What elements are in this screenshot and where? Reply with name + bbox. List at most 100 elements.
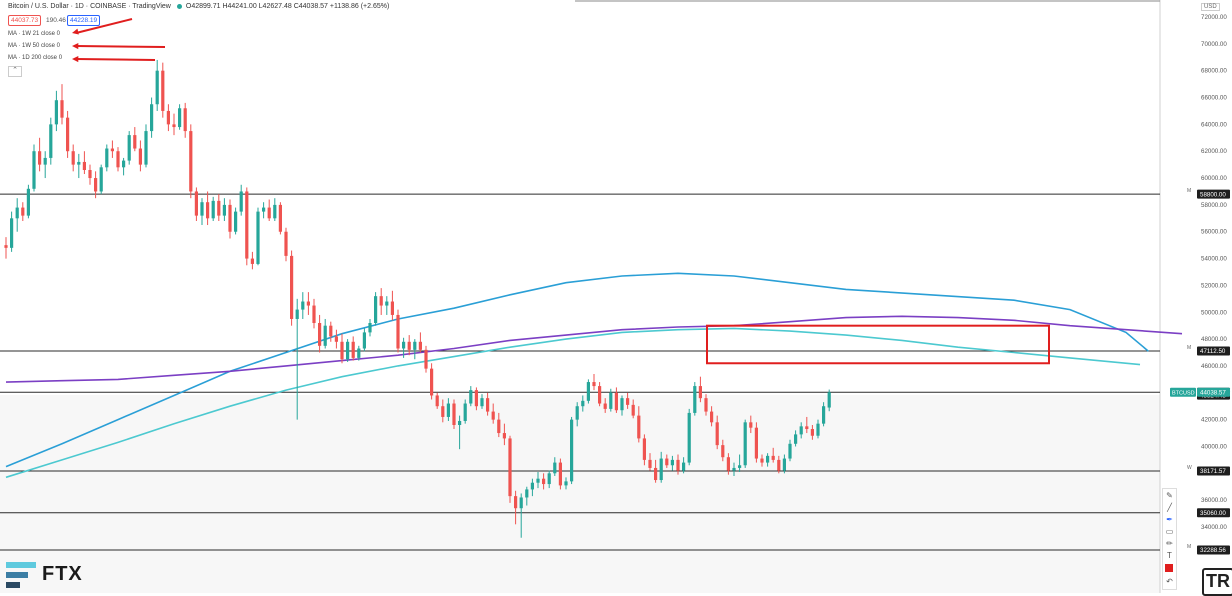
candle-up xyxy=(525,486,529,506)
y-tick-label: 56000.00 xyxy=(1201,229,1227,236)
candle-body xyxy=(760,458,764,463)
ask-price[interactable]: 44228.19 xyxy=(67,15,101,26)
candle-down xyxy=(502,423,506,446)
candle-body xyxy=(514,496,518,509)
candle-body xyxy=(698,386,702,399)
symbol-header[interactable]: Bitcoin / U.S. Dollar · 1D · COINBASE · … xyxy=(8,3,393,10)
bid-price[interactable]: 44037.73 xyxy=(8,15,42,26)
candle-body xyxy=(239,191,243,212)
candle-body xyxy=(155,70,159,105)
text-tool-icon[interactable]: T xyxy=(1167,551,1172,560)
candle-up xyxy=(273,198,277,221)
candle-body xyxy=(581,400,585,407)
candle-down xyxy=(329,321,333,342)
y-tick-label: 70000.00 xyxy=(1201,41,1227,48)
y-tick-label: 36000.00 xyxy=(1201,497,1227,504)
y-tick-label: 64000.00 xyxy=(1201,121,1227,128)
candle-down xyxy=(598,382,602,407)
collapse-indicators-button[interactable]: ⌃ xyxy=(8,66,22,77)
candle-down xyxy=(721,439,725,462)
candle-body xyxy=(368,323,372,333)
candle-body xyxy=(329,325,333,337)
annotations xyxy=(72,18,1050,365)
candle-up xyxy=(586,379,590,404)
candle-up xyxy=(357,345,361,361)
candle-body xyxy=(77,161,81,165)
candle-down xyxy=(138,140,142,172)
indicator-ma-1d200[interactable]: MA · 1D 200 close 0 xyxy=(8,55,63,61)
rectangle-tool-icon[interactable]: ▭ xyxy=(1165,527,1174,536)
last-price-label: 44038.57 xyxy=(1200,389,1226,396)
level-price-label: 35060.00 xyxy=(1200,510,1226,517)
candle-body xyxy=(262,207,266,212)
candle-body xyxy=(435,395,439,407)
indicator-ma-1w50[interactable]: MA · 1W 50 close 0 xyxy=(8,43,61,49)
candle-body xyxy=(486,398,490,412)
line-tool-icon[interactable]: ╱ xyxy=(1167,503,1172,512)
candle-body xyxy=(82,161,86,170)
candle-body xyxy=(144,131,148,165)
candle-body xyxy=(525,489,529,498)
pencil-tool-icon[interactable]: ✏ xyxy=(1166,539,1173,548)
candle-down xyxy=(396,309,400,353)
candle-body xyxy=(390,301,394,315)
candle-body xyxy=(558,462,562,486)
candle-down xyxy=(340,333,344,364)
symbol-title[interactable]: Bitcoin / U.S. Dollar · 1D · COINBASE · … xyxy=(8,3,171,10)
candle-down xyxy=(306,292,310,315)
candle-body xyxy=(564,481,568,486)
candle-up xyxy=(570,416,574,485)
pen-tool-icon[interactable]: ✒ xyxy=(1166,515,1173,524)
candle-down xyxy=(631,399,635,419)
candle-body xyxy=(519,497,523,509)
candle-down xyxy=(648,453,652,471)
candle-up xyxy=(105,144,109,172)
indicator-ma-1w21[interactable]: MA · 1W 21 close 0 xyxy=(8,31,61,37)
candle-body xyxy=(222,204,226,216)
candle-body xyxy=(771,455,775,460)
candle-body xyxy=(598,386,602,404)
currency-selector[interactable]: USD xyxy=(1201,3,1220,11)
candle-down xyxy=(805,416,809,434)
candle-up xyxy=(239,184,243,216)
candle-body xyxy=(43,157,47,165)
candle-down xyxy=(726,453,730,475)
candle-body xyxy=(710,411,714,423)
horizontal-levels xyxy=(0,193,1160,551)
candle-down xyxy=(351,336,355,361)
brush-tool-icon[interactable]: ✎ xyxy=(1166,491,1173,500)
color-swatch-icon[interactable] xyxy=(1165,564,1174,573)
ohlc-readout: O42899.71 H44241.00 L42627.48 C44038.57 … xyxy=(185,3,390,10)
candle-up xyxy=(99,164,103,195)
candle-body xyxy=(452,403,456,425)
candle-down xyxy=(38,137,42,172)
candle-body xyxy=(743,422,747,466)
undo-icon[interactable]: ↶ xyxy=(1166,577,1173,586)
candle-down xyxy=(715,415,719,450)
candle-down xyxy=(312,298,316,329)
candle-body xyxy=(340,341,344,360)
candle-up xyxy=(262,202,266,219)
annotation-rectangle[interactable] xyxy=(706,324,1050,365)
candle-body xyxy=(816,423,820,436)
candle-down xyxy=(334,329,338,349)
annotation-arrowhead xyxy=(72,43,79,50)
candle-body xyxy=(575,406,579,420)
candle-body xyxy=(334,336,338,342)
candle-body xyxy=(116,151,120,168)
candle-down xyxy=(379,288,383,315)
level-price-tag xyxy=(1197,346,1230,356)
candle-body xyxy=(631,404,635,416)
candle-body xyxy=(194,191,198,216)
candle-body xyxy=(21,207,25,216)
candle-down xyxy=(183,102,187,138)
price-axis[interactable]: 34000.0036000.0038000.0040000.0042000.00… xyxy=(1170,14,1230,555)
candle-down xyxy=(418,332,422,353)
candle-down xyxy=(166,104,170,132)
candle-body xyxy=(502,433,506,439)
symbol-tag-label: BTCUSD xyxy=(1172,390,1195,396)
candle-up xyxy=(575,402,579,427)
candle-up xyxy=(782,454,786,474)
candle-body xyxy=(323,325,327,346)
